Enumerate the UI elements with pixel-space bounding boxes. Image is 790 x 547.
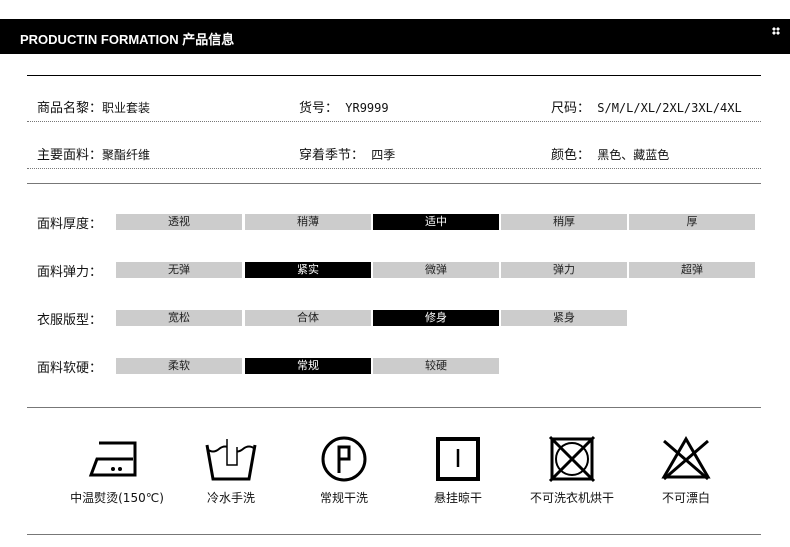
attribute-option: 无弹 <box>116 262 242 278</box>
info-key: 主要面料： <box>37 148 103 163</box>
attribute-option: 紧身 <box>501 310 627 326</box>
info-field: 主要面料：聚酯纤维 <box>37 144 150 163</box>
attribute-option: 紧实 <box>245 262 371 278</box>
grid-dots-icon <box>772 27 780 35</box>
divider <box>27 168 761 169</box>
care-item-hand-wash: 冷水手洗 <box>176 435 286 506</box>
care-label: 冷水手洗 <box>206 491 255 505</box>
no-tumble-dry-icon <box>548 435 596 483</box>
section-header: PRODUCTIN FORMATION 产品信息 <box>0 19 790 54</box>
divider <box>27 183 761 184</box>
attribute-option: 适中 <box>373 214 499 230</box>
attribute-option: 超弹 <box>629 262 755 278</box>
info-key: 尺码： <box>551 101 591 116</box>
info-field: 尺码： S/M/L/XL/2XL/3XL/4XL <box>551 97 742 116</box>
info-value: YR9999 <box>338 101 389 115</box>
line-dry-icon <box>436 437 480 481</box>
attribute-option: 稍薄 <box>245 214 371 230</box>
attribute-option: 厚 <box>629 214 755 230</box>
info-key: 穿着季节： <box>299 148 365 163</box>
attribute-option: 常规 <box>245 358 371 374</box>
attribute-option: 稍厚 <box>501 214 627 230</box>
info-field: 穿着季节： 四季 <box>299 144 395 163</box>
attribute-option: 修身 <box>373 310 499 326</box>
attribute-label: 面料弹力： <box>37 265 103 280</box>
info-value: S/M/L/XL/2XL/3XL/4XL <box>590 101 742 115</box>
info-value: 四季 <box>364 148 396 162</box>
care-item-no-bleach: 不可漂白 <box>631 435 741 506</box>
care-item-line-dry: 悬挂晾干 <box>403 435 513 506</box>
attribute-option: 微弹 <box>373 262 499 278</box>
attribute-option: 合体 <box>245 310 371 326</box>
info-field: 颜色： 黑色、藏蓝色 <box>551 144 669 163</box>
info-value: 职业套装 <box>102 101 151 115</box>
info-field: 货号： YR9999 <box>299 97 389 116</box>
divider <box>27 534 761 535</box>
hand-wash-icon <box>205 439 257 481</box>
care-item-no-tumble-dry: 不可洗衣机烘干 <box>517 435 627 506</box>
care-label: 悬挂晾干 <box>433 491 482 505</box>
section-title: PRODUCTIN FORMATION 产品信息 <box>20 32 235 47</box>
divider <box>27 75 761 76</box>
no-bleach-icon <box>661 436 711 481</box>
care-label: 不可洗衣机烘干 <box>529 491 614 505</box>
info-value: 聚酯纤维 <box>102 148 151 162</box>
attribute-option: 较硬 <box>373 358 499 374</box>
divider <box>27 121 761 122</box>
divider <box>27 407 761 408</box>
attribute-option: 宽松 <box>116 310 242 326</box>
info-value: 黑色、藏蓝色 <box>590 148 670 162</box>
care-label: 中温熨烫(150℃) <box>70 491 164 505</box>
info-key: 货号： <box>299 101 339 116</box>
attribute-option: 弹力 <box>501 262 627 278</box>
attribute-option: 柔软 <box>116 358 242 374</box>
care-label: 常规干洗 <box>319 491 368 505</box>
care-label: 不可漂白 <box>661 491 710 505</box>
care-item-dry-clean: 常规干洗 <box>289 435 399 506</box>
attribute-option: 透视 <box>116 214 242 230</box>
info-key: 商品名黎： <box>37 101 103 116</box>
info-field: 商品名黎：职业套装 <box>37 97 150 116</box>
dry-clean-p-icon <box>321 436 367 482</box>
attribute-label: 衣服版型： <box>37 313 103 328</box>
attribute-label: 面料厚度： <box>37 217 103 232</box>
attribute-label: 面料软硬： <box>37 361 103 376</box>
care-item-iron: 中温熨烫(150℃) <box>62 435 172 506</box>
info-key: 颜色： <box>551 148 591 163</box>
iron-medium-icon <box>88 441 137 477</box>
